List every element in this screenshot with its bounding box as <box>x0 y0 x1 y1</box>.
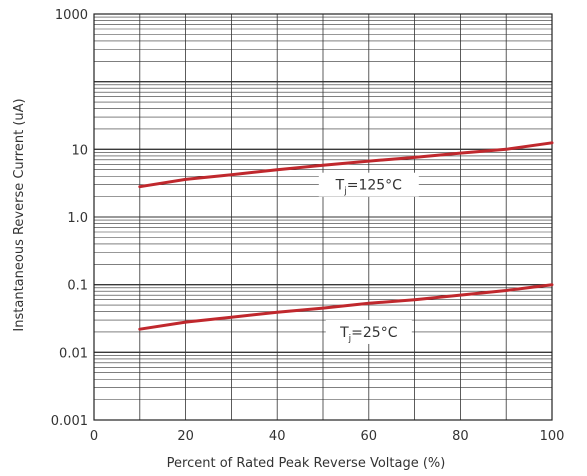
x-axis-ticks: 0 20 40 60 80 100 <box>90 429 565 444</box>
plot-frame <box>93 13 553 421</box>
y-tick-label: 0.1 <box>67 279 88 294</box>
curve-label-box <box>325 319 412 344</box>
series-line <box>138 283 554 331</box>
curve-label-box <box>318 172 419 197</box>
curve-label: Tj=125°C <box>335 178 403 197</box>
x-tick-label: 100 <box>540 429 565 444</box>
x-tick-label: 60 <box>361 429 378 444</box>
y-tick-label: 0.001 <box>51 414 88 429</box>
y-tick-label: 1.0 <box>67 211 88 226</box>
series-layer: Tj=125°C Tj=25°C <box>138 141 554 344</box>
y-axis-label: Instantaneous Reverse Current (uA) <box>12 98 27 331</box>
x-tick-label: 80 <box>452 429 469 444</box>
x-tick-label: 20 <box>177 429 194 444</box>
x-tick-label: 40 <box>269 429 286 444</box>
curve-label: Tj=25°C <box>339 325 398 344</box>
x-tick-label: 0 <box>90 429 98 444</box>
grid-lines <box>94 14 552 420</box>
y-tick-label: 10 <box>71 143 88 158</box>
y-tick-label: 0.01 <box>59 346 88 361</box>
y-tick-label: 1000 <box>55 8 88 23</box>
series-line <box>138 141 554 189</box>
x-axis-label: Percent of Rated Peak Reverse Voltage (%… <box>167 456 446 471</box>
y-axis-ticks: 0.001 0.01 0.1 1.0 10 1000 <box>51 8 88 429</box>
